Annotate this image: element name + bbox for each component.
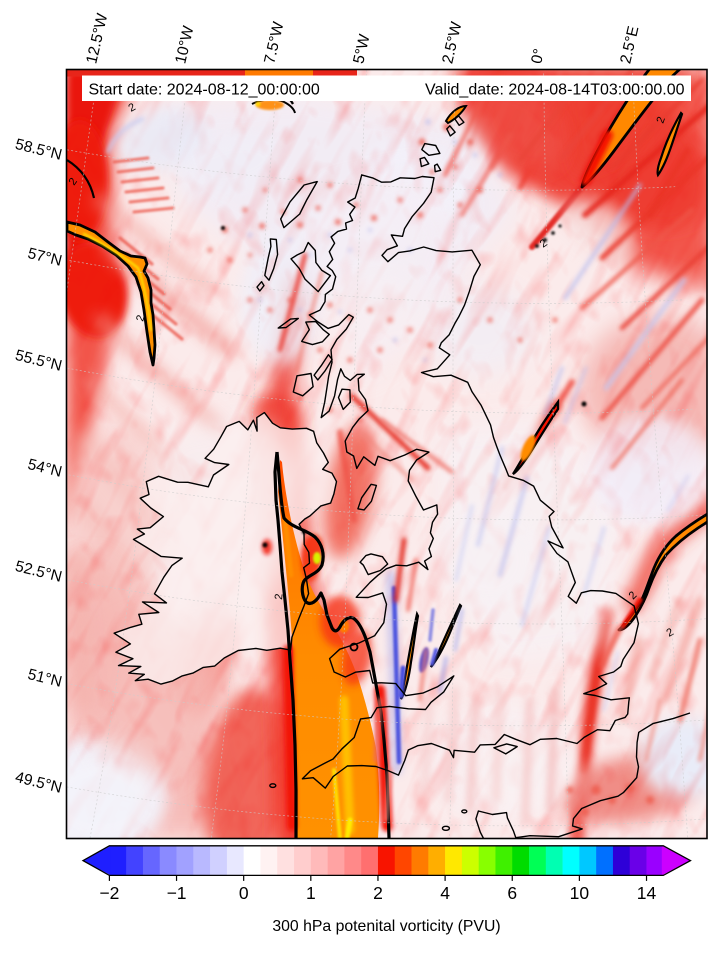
svg-text:2: 2	[127, 101, 138, 114]
svg-text:10: 10	[570, 883, 590, 903]
svg-text:300 hPa potenital vorticity (P: 300 hPa potenital vorticity (PVU)	[272, 918, 500, 935]
svg-text:2: 2	[655, 115, 668, 125]
svg-text:2: 2	[373, 883, 383, 903]
svg-text:Valid_date: 2024-08-14T03:00:0: Valid_date: 2024-08-14T03:00:00.00	[425, 82, 685, 99]
svg-text:0: 0	[239, 883, 249, 903]
svg-text:1: 1	[306, 883, 316, 903]
svg-text:6: 6	[507, 883, 517, 903]
svg-text:2: 2	[273, 593, 285, 600]
svg-text:Start date: 2024-08-12_00:00:0: Start date: 2024-08-12_00:00:00	[89, 82, 320, 99]
svg-text:2: 2	[538, 237, 550, 250]
svg-text:2: 2	[665, 626, 676, 639]
svg-text:14: 14	[637, 883, 657, 903]
svg-text:2: 2	[134, 314, 147, 323]
svg-text:5°W: 5°W	[350, 33, 373, 66]
svg-text:4: 4	[440, 883, 450, 903]
svg-text:−1: −1	[167, 883, 187, 903]
svg-text:0°: 0°	[528, 47, 548, 65]
svg-text:−2: −2	[99, 883, 119, 903]
svg-text:2: 2	[67, 176, 80, 188]
